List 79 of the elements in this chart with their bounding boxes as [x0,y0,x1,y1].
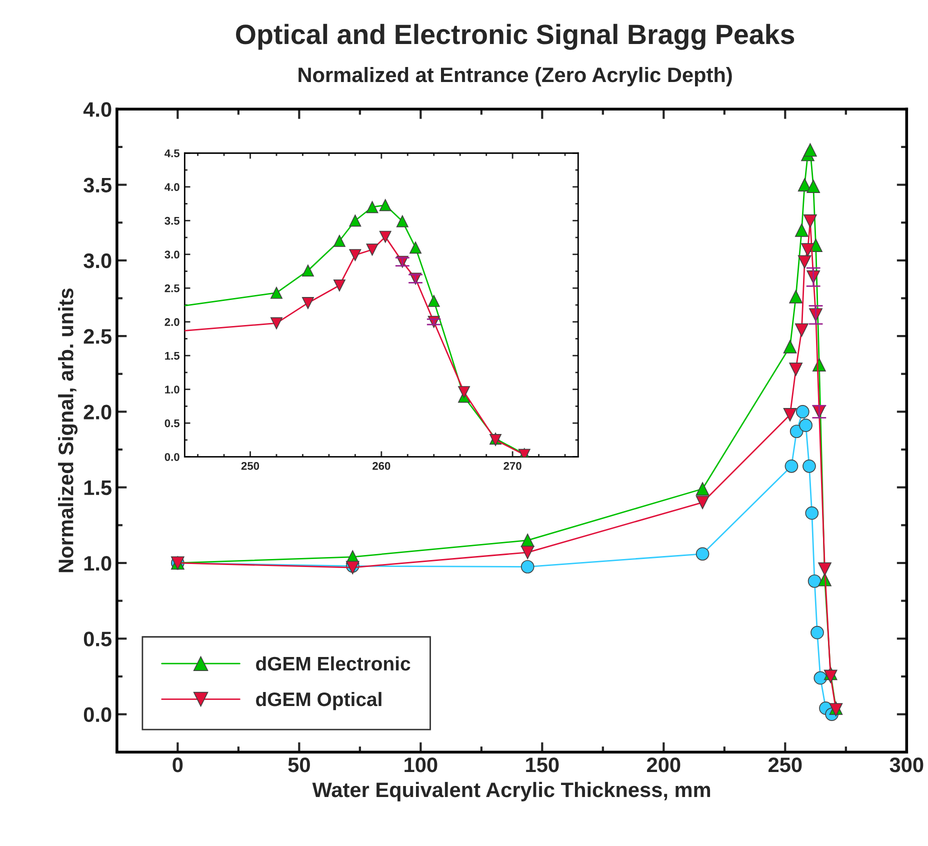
point [696,482,710,496]
chart-subtitle: Normalized at Entrance (Zero Acrylic Depth) [298,66,732,86]
y-tick-label: 1.0 [84,556,112,571]
point [808,574,822,588]
point [302,264,314,277]
y-tick-label: 0.5 [84,632,112,646]
point [410,242,422,254]
x-tick-label: 200 [647,758,680,772]
y-tick-label: 0.5 [164,419,180,428]
y-tick-label: 2.0 [164,318,180,326]
point [428,294,440,307]
y-tick-label: 1.5 [165,352,180,360]
point [783,340,797,354]
point [270,317,282,330]
point [798,178,812,192]
point [804,143,817,157]
x-tick-label: 0 [172,758,183,772]
point [396,215,408,228]
x-tick-label: 150 [526,758,559,772]
y-tick-label: 1.0 [165,386,180,394]
point [270,286,282,299]
y-tick-label: 3.0 [164,250,180,259]
point [806,180,820,193]
y-tick-label: 3.0 [84,253,112,268]
y-tick-label: 2.0 [84,404,112,420]
x-tick-label: 260 [372,462,390,470]
point [798,255,812,269]
point [696,547,710,561]
x-tick-label: 250 [768,758,802,772]
y-tick-label: 4.0 [83,102,112,117]
point [783,408,797,422]
point [366,244,378,256]
point [366,201,378,214]
legend-label: dGEM Optical [256,692,382,710]
y-tick-label: 3.5 [84,178,112,193]
point [333,279,346,292]
point [810,626,824,640]
point [802,459,816,473]
point [302,296,314,309]
point [795,223,808,237]
chart-title: Optical and Electronic Signal Bragg Peaks [236,24,794,50]
point [790,424,804,438]
point [349,214,362,227]
point [349,249,362,262]
y-axis-title: Normalized Signal, arb. units [58,288,78,572]
y-tick-label: 1.5 [84,480,112,496]
x-axis-title: Water Equivalent Acrylic Thickness, mm [312,782,710,802]
point [818,562,832,576]
x-tick-label: 270 [504,462,522,470]
x-tick-label: 50 [288,758,310,772]
x-tick-label: 250 [241,462,260,470]
y-tick-label: 3.5 [164,216,180,225]
y-tick-label: 0.0 [164,453,180,461]
point [379,199,392,212]
point [333,234,346,247]
point [795,323,808,337]
y-tick-label: 2.5 [164,284,180,292]
point [796,405,810,418]
point [696,496,710,510]
y-tick-label: 0.0 [84,707,112,722]
point [520,560,534,574]
y-tick-label: 4.0 [164,183,180,192]
point [814,671,828,685]
point [458,386,470,398]
point [805,506,819,520]
point [784,459,798,473]
point [824,670,838,684]
y-tick-label: 2.5 [84,329,112,344]
x-tick-label: 300 [890,758,924,772]
legend-label: dGEM Electronic [256,656,410,671]
y-tick-label: 4.5 [164,150,180,158]
point [520,546,534,560]
point [789,362,803,376]
point [799,418,812,432]
point [801,243,814,256]
point [379,230,392,243]
point [804,214,817,228]
x-tick-label: 100 [404,758,438,772]
point [789,290,803,304]
